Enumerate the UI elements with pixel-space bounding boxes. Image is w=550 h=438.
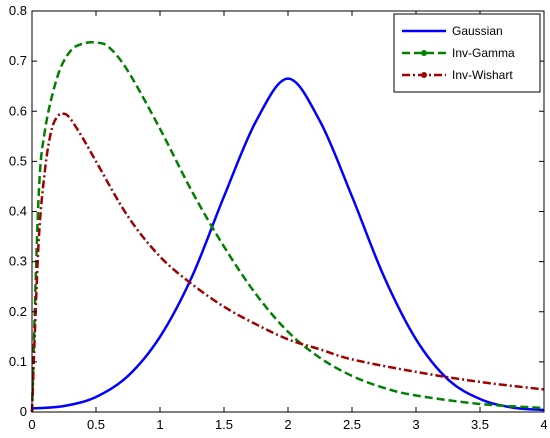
data-point-gaussian xyxy=(158,334,163,339)
y-tick-label: 0.1 xyxy=(9,354,27,369)
data-point-inv-gamma xyxy=(81,41,86,46)
data-point-inv-gamma xyxy=(190,189,195,194)
data-point-gaussian xyxy=(382,274,387,279)
data-point-inv-gamma xyxy=(106,45,111,50)
data-point-inv-gamma xyxy=(254,292,259,297)
series-line-gaussian xyxy=(31,77,545,412)
data-point-inv-wishart xyxy=(55,114,60,119)
data-point-inv-wishart xyxy=(68,116,73,121)
legend-label-inv-gamma: Inv-Gamma xyxy=(452,46,515,60)
x-tick-label: 2 xyxy=(284,417,291,432)
data-point-inv-gamma xyxy=(318,355,323,360)
legend-label-gaussian: Gaussian xyxy=(452,24,503,38)
legend-label-inv-wishart: Inv-Wishart xyxy=(452,68,513,82)
data-point-gaussian xyxy=(222,194,227,199)
data-point-inv-gamma xyxy=(126,69,131,74)
data-point-inv-wishart xyxy=(190,282,195,287)
y-tick-label: 0.6 xyxy=(9,103,27,118)
data-point-inv-wishart xyxy=(42,169,47,174)
data-point-inv-wishart xyxy=(36,244,41,249)
data-point-gaussian xyxy=(62,403,67,408)
data-point-inv-wishart xyxy=(350,357,355,362)
legend: Gaussian Inv-Gamma Inv-Wishart xyxy=(393,13,541,93)
x-tick-label: 0.5 xyxy=(87,417,105,432)
data-point-inv-wishart xyxy=(478,379,483,384)
data-point-inv-wishart xyxy=(254,322,259,327)
y-tick-label: 0.4 xyxy=(9,204,27,219)
data-point-gaussian xyxy=(350,194,355,199)
series-line-inv-wishart xyxy=(30,112,545,413)
data-point-inv-gamma xyxy=(478,401,483,406)
data-point-inv-wishart xyxy=(62,111,67,116)
x-tick-label: 4 xyxy=(540,417,547,432)
series-layer xyxy=(30,40,545,413)
legend-marker-inv-wishart xyxy=(421,72,427,78)
data-point-gaussian xyxy=(318,119,323,124)
y-tick-label: 0.2 xyxy=(9,304,27,319)
x-tick-label: 2.5 xyxy=(343,417,361,432)
legend-marker-inv-gamma xyxy=(421,50,427,56)
x-tick-label: 3.5 xyxy=(471,417,489,432)
data-point-inv-gamma xyxy=(68,49,73,54)
y-tick-label: 0.7 xyxy=(9,53,27,68)
data-point-inv-wishart xyxy=(158,254,163,259)
data-point-inv-gamma xyxy=(55,74,60,79)
data-point-gaussian xyxy=(254,119,259,124)
data-point-inv-wishart xyxy=(414,369,419,374)
data-point-inv-gamma xyxy=(350,373,355,378)
data-point-gaussian xyxy=(478,396,483,401)
y-tick-label: 0.3 xyxy=(9,254,27,269)
x-tick-label: 0 xyxy=(28,417,35,432)
data-point-gaussian xyxy=(126,373,131,378)
series-line-inv-gamma xyxy=(30,41,545,413)
data-point-gaussian xyxy=(94,394,99,399)
data-point-inv-wishart xyxy=(126,214,131,219)
data-point-inv-wishart xyxy=(286,337,291,342)
data-point-gaussian xyxy=(286,76,291,81)
data-point-inv-gamma xyxy=(382,385,387,390)
data-point-inv-gamma xyxy=(42,129,47,134)
y-tick-label: 0.8 xyxy=(9,3,27,18)
data-point-gaussian xyxy=(190,274,195,279)
data-point-inv-gamma xyxy=(222,244,227,249)
x-tick-label: 1.5 xyxy=(215,417,233,432)
data-point-inv-gamma xyxy=(414,393,419,398)
y-tick-label: 0 xyxy=(20,404,27,419)
data-point-inv-gamma xyxy=(286,329,291,334)
y-tick-label: 0.5 xyxy=(9,153,27,168)
data-point-inv-gamma xyxy=(36,199,41,204)
data-point-inv-wishart xyxy=(94,159,99,164)
data-point-inv-wishart xyxy=(318,347,323,352)
data-point-inv-gamma xyxy=(94,40,99,45)
data-point-inv-gamma xyxy=(158,126,163,131)
data-point-inv-wishart xyxy=(49,129,54,134)
data-point-inv-wishart xyxy=(81,136,86,141)
x-tick-label: 3 xyxy=(412,417,419,432)
x-tick-label: 1 xyxy=(156,417,163,432)
axis-ticks: 0 0.5 1 1.5 2 2.5 3 3.5 4 0 0.1 0.2 0.3 0.4 0.5 0.6 0.7 0… xyxy=(9,3,548,432)
data-point-gaussian xyxy=(414,337,419,342)
data-point-inv-wishart xyxy=(222,304,227,309)
